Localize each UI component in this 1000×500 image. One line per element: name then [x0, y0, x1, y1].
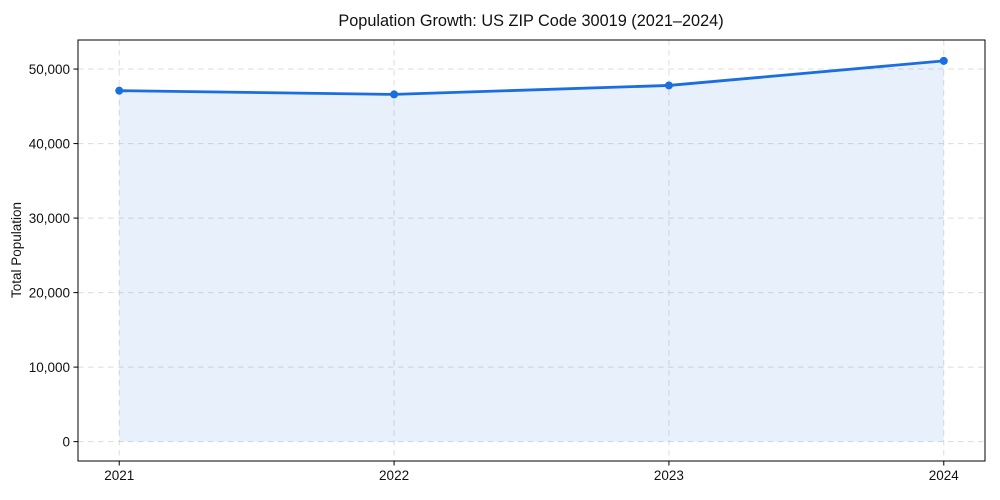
y-tick-label: 20,000 — [29, 285, 70, 300]
y-axis-label: Total Population — [9, 202, 24, 298]
data-point-marker — [115, 86, 124, 95]
axis-ticks: 2021 2022 2023 2024 0 10,000 20,000 30,000 40,00… — [29, 62, 960, 483]
series-layer — [115, 56, 948, 442]
y-tick-label: 0 — [62, 434, 70, 449]
data-point-marker — [664, 81, 673, 90]
x-tick-label: 2024 — [929, 468, 960, 483]
data-point-marker — [390, 90, 399, 99]
y-tick-label: 40,000 — [29, 136, 70, 151]
x-tick-label: 2021 — [104, 468, 134, 483]
gridlines — [78, 40, 985, 461]
x-tick-label: 2023 — [654, 468, 684, 483]
y-tick-label: 30,000 — [29, 211, 70, 226]
y-tick-label: 10,000 — [29, 360, 70, 375]
series-line — [117, 59, 946, 96]
x-tick-label: 2022 — [379, 468, 409, 483]
plot-border — [77, 39, 986, 462]
chart-title: Population Growth: US ZIP Code 30019 (20… — [338, 12, 723, 30]
y-tick-label: 50,000 — [29, 62, 70, 77]
area-fill — [119, 60, 944, 442]
data-point-marker — [939, 56, 948, 65]
